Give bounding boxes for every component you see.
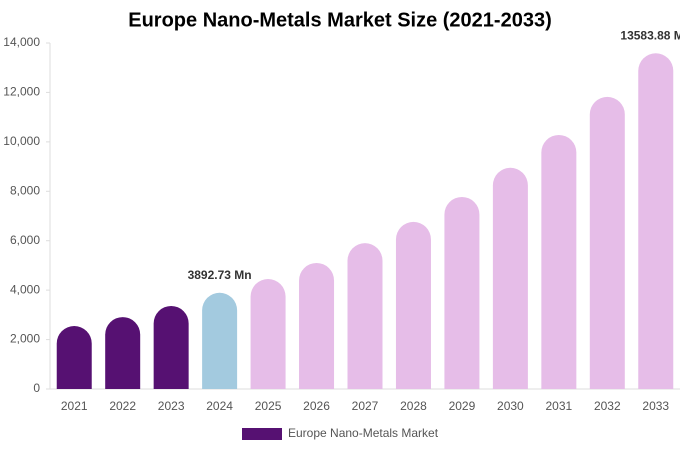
x-tick-label: 2025 bbox=[255, 399, 282, 413]
chart-title: Europe Nano-Metals Market Size (2021-203… bbox=[128, 9, 552, 31]
bar bbox=[105, 317, 141, 389]
x-tick-label: 2028 bbox=[400, 399, 427, 413]
x-tick-label: 2027 bbox=[352, 399, 379, 413]
x-tick-label: 2021 bbox=[61, 399, 88, 413]
x-tick-label: 2032 bbox=[594, 399, 621, 413]
y-tick-label: 12,000 bbox=[3, 85, 40, 99]
bar bbox=[250, 279, 286, 389]
bar bbox=[541, 134, 577, 389]
y-tick-label: 10,000 bbox=[3, 134, 40, 148]
value-label: 3892.73 Mn bbox=[188, 268, 252, 282]
bar bbox=[395, 221, 431, 389]
x-tick-label: 2024 bbox=[206, 399, 233, 413]
y-tick-label: 2,000 bbox=[10, 332, 40, 346]
bar bbox=[492, 167, 528, 389]
bar bbox=[347, 243, 383, 389]
bar bbox=[56, 325, 92, 389]
x-tick-label: 2033 bbox=[642, 399, 669, 413]
x-tick-label: 2023 bbox=[158, 399, 185, 413]
legend-swatch bbox=[242, 428, 282, 440]
y-tick-label: 8,000 bbox=[10, 183, 40, 197]
y-tick-label: 6,000 bbox=[10, 233, 40, 247]
x-tick-label: 2026 bbox=[303, 399, 330, 413]
x-tick-label: 2029 bbox=[449, 399, 476, 413]
y-tick-label: 0 bbox=[33, 381, 40, 395]
y-tick-label: 4,000 bbox=[10, 282, 40, 296]
bar bbox=[589, 96, 625, 390]
x-tick-label: 2030 bbox=[497, 399, 524, 413]
bar bbox=[444, 196, 480, 389]
y-tick-label: 14,000 bbox=[3, 35, 40, 49]
legend-label: Europe Nano-Metals Market bbox=[288, 426, 439, 440]
bar bbox=[202, 292, 238, 389]
bar bbox=[153, 305, 189, 389]
x-tick-label: 2022 bbox=[109, 399, 136, 413]
x-tick-label: 2031 bbox=[545, 399, 572, 413]
bar bbox=[299, 262, 335, 389]
value-label: 13583.88 Mn bbox=[620, 28, 680, 42]
bar bbox=[638, 53, 674, 389]
